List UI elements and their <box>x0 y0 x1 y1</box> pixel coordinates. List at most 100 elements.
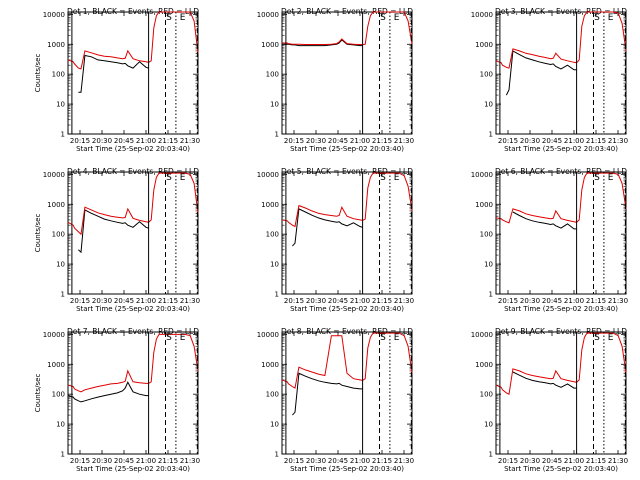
y-tick-label: 100 <box>266 71 279 79</box>
chart-panel-3: Det 3, BLACK = Events, RED = LLD11010010… <box>471 7 628 153</box>
y-tick-label: 10000 <box>43 11 65 19</box>
x-tick-label: 20:45 <box>328 457 348 465</box>
y-tick-label: 1 <box>489 131 493 139</box>
series-line-red <box>495 172 627 224</box>
y-tick-label: 100 <box>266 231 279 239</box>
y-tick-label: 1000 <box>261 201 279 209</box>
x-tick-label: 21:15 <box>372 297 392 305</box>
chart-panel-1: Det 1, BLACK = Events, RED = LLD11010010… <box>34 7 200 153</box>
y-tick-label: 10 <box>484 261 493 269</box>
x-tick-label: 20:45 <box>542 457 562 465</box>
series-line-red <box>67 172 199 236</box>
x-axis-label: Start Time (25-Sep-02 20:03:40) <box>504 465 618 473</box>
chart-panel-8: Det 8, BLACK = Events, RED = LLD11010010… <box>257 327 414 473</box>
interval-marker-e: E <box>608 173 614 183</box>
y-tick-label: 10000 <box>257 171 279 179</box>
x-tick-label: 20:30 <box>520 137 540 145</box>
x-tick-label: 20:15 <box>70 297 90 305</box>
y-tick-label: 10 <box>56 421 65 429</box>
y-tick-label: 1 <box>275 451 279 459</box>
plot-frame <box>281 171 413 295</box>
x-tick-label: 20:30 <box>306 297 326 305</box>
series-line-black <box>67 381 149 403</box>
x-tick-label: 20:15 <box>284 137 304 145</box>
plot-frame <box>495 171 627 295</box>
x-tick-label: 20:30 <box>306 457 326 465</box>
plot-frame <box>281 11 413 135</box>
x-tick-label: 20:30 <box>520 297 540 305</box>
interval-marker-s: S <box>166 13 172 23</box>
chart-panel-4: Det 4, BLACK = Events, RED = LLD11010010… <box>34 167 200 313</box>
y-tick-label: 1000 <box>261 41 279 49</box>
y-axis-label: Counts/sec <box>34 54 42 93</box>
y-tick-label: 1000 <box>475 41 493 49</box>
chart-panel-2: Det 2, BLACK = Events, RED = LLD11010010… <box>257 7 414 153</box>
interval-marker-s: S <box>594 333 600 343</box>
series-line-red <box>282 11 413 45</box>
x-tick-label: 21:30 <box>608 137 628 145</box>
x-tick-label: 21:00 <box>136 137 156 145</box>
x-tick-label: 21:15 <box>586 137 606 145</box>
y-tick-label: 10 <box>56 101 65 109</box>
x-tick-label: 20:45 <box>114 457 134 465</box>
interval-marker-s: S <box>166 173 172 183</box>
series-line-black <box>512 371 577 389</box>
y-axis-label: Counts/sec <box>34 374 42 413</box>
x-axis-label: Start Time (25-Sep-02 20:03:40) <box>504 145 618 153</box>
y-tick-label: 100 <box>480 231 493 239</box>
interval-marker-s: S <box>166 333 172 343</box>
x-tick-label: 20:45 <box>542 137 562 145</box>
x-axis-label: Start Time (25-Sep-02 20:03:40) <box>290 305 404 313</box>
x-axis-label: Start Time (25-Sep-02 20:03:40) <box>290 145 404 153</box>
y-tick-label: 1 <box>61 291 65 299</box>
y-tick-label: 10 <box>270 101 279 109</box>
x-tick-label: 21:30 <box>394 457 414 465</box>
series-line-red <box>67 11 199 70</box>
x-tick-label: 20:45 <box>542 297 562 305</box>
x-tick-label: 20:15 <box>284 457 304 465</box>
interval-marker-s: S <box>380 13 386 23</box>
y-tick-label: 10000 <box>257 331 279 339</box>
y-tick-label: 1000 <box>47 201 65 209</box>
x-tick-label: 21:15 <box>158 297 178 305</box>
y-tick-label: 10 <box>484 101 493 109</box>
x-tick-label: 20:15 <box>498 137 518 145</box>
x-tick-label: 20:45 <box>114 137 134 145</box>
x-tick-label: 20:15 <box>498 297 518 305</box>
y-tick-label: 10000 <box>257 11 279 19</box>
x-axis-label: Start Time (25-Sep-02 20:03:40) <box>76 465 190 473</box>
y-tick-label: 100 <box>52 391 65 399</box>
interval-marker-s: S <box>380 173 386 183</box>
x-tick-label: 21:15 <box>158 457 178 465</box>
series-line-red <box>67 333 199 393</box>
interval-marker-s: S <box>594 173 600 183</box>
x-tick-label: 21:00 <box>136 457 156 465</box>
x-tick-label: 21:00 <box>350 457 370 465</box>
y-tick-label: 100 <box>52 71 65 79</box>
plot-frame <box>495 331 627 455</box>
x-axis-label: Start Time (25-Sep-02 20:03:40) <box>76 305 190 313</box>
series-line-black <box>78 54 149 93</box>
interval-marker-e: E <box>608 333 614 343</box>
x-tick-label: 20:15 <box>284 297 304 305</box>
y-tick-label: 1 <box>489 291 493 299</box>
x-tick-label: 20:30 <box>520 457 540 465</box>
x-tick-label: 21:00 <box>564 457 584 465</box>
x-tick-label: 21:30 <box>180 137 200 145</box>
x-tick-label: 20:30 <box>92 137 112 145</box>
y-tick-label: 100 <box>480 391 493 399</box>
y-tick-label: 10 <box>484 421 493 429</box>
y-tick-label: 1 <box>275 291 279 299</box>
x-tick-label: 21:30 <box>180 457 200 465</box>
y-tick-label: 100 <box>52 231 65 239</box>
chart-panel-7: Det 7, BLACK = Events, RED = LLD11010010… <box>34 327 200 473</box>
series-line-black <box>512 211 577 230</box>
x-tick-label: 20:30 <box>92 457 112 465</box>
y-tick-label: 1 <box>61 451 65 459</box>
x-tick-label: 20:15 <box>70 137 90 145</box>
x-axis-label: Start Time (25-Sep-02 20:03:40) <box>504 305 618 313</box>
interval-marker-e: E <box>608 13 614 23</box>
x-tick-label: 20:45 <box>114 297 134 305</box>
interval-marker-s: S <box>380 333 386 343</box>
